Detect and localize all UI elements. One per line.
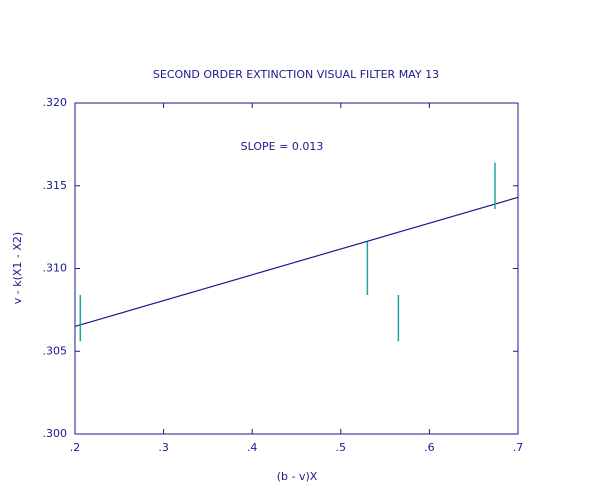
x-tick-label: .7 <box>513 441 524 454</box>
x-tick-label: .6 <box>424 441 435 454</box>
x-axis-label: (b - v)X <box>277 470 318 483</box>
y-tick-label: .305 <box>43 344 68 357</box>
annotation: SLOPE = 0.013 <box>241 140 324 153</box>
chart-title: SECOND ORDER EXTINCTION VISUAL FILTER MA… <box>153 68 439 81</box>
y-tick-label: .300 <box>43 427 68 440</box>
y-tick-label: .315 <box>43 179 68 192</box>
x-tick-label: .5 <box>336 441 347 454</box>
y-tick-label: .310 <box>43 262 68 275</box>
x-tick-label: .3 <box>158 441 169 454</box>
x-tick-label: .2 <box>70 441 81 454</box>
fit-line <box>74 196 519 328</box>
y-axis-label: v - k(X1 - X2) <box>11 232 24 304</box>
x-tick-label: .4 <box>247 441 258 454</box>
y-tick-label: .320 <box>43 96 68 109</box>
